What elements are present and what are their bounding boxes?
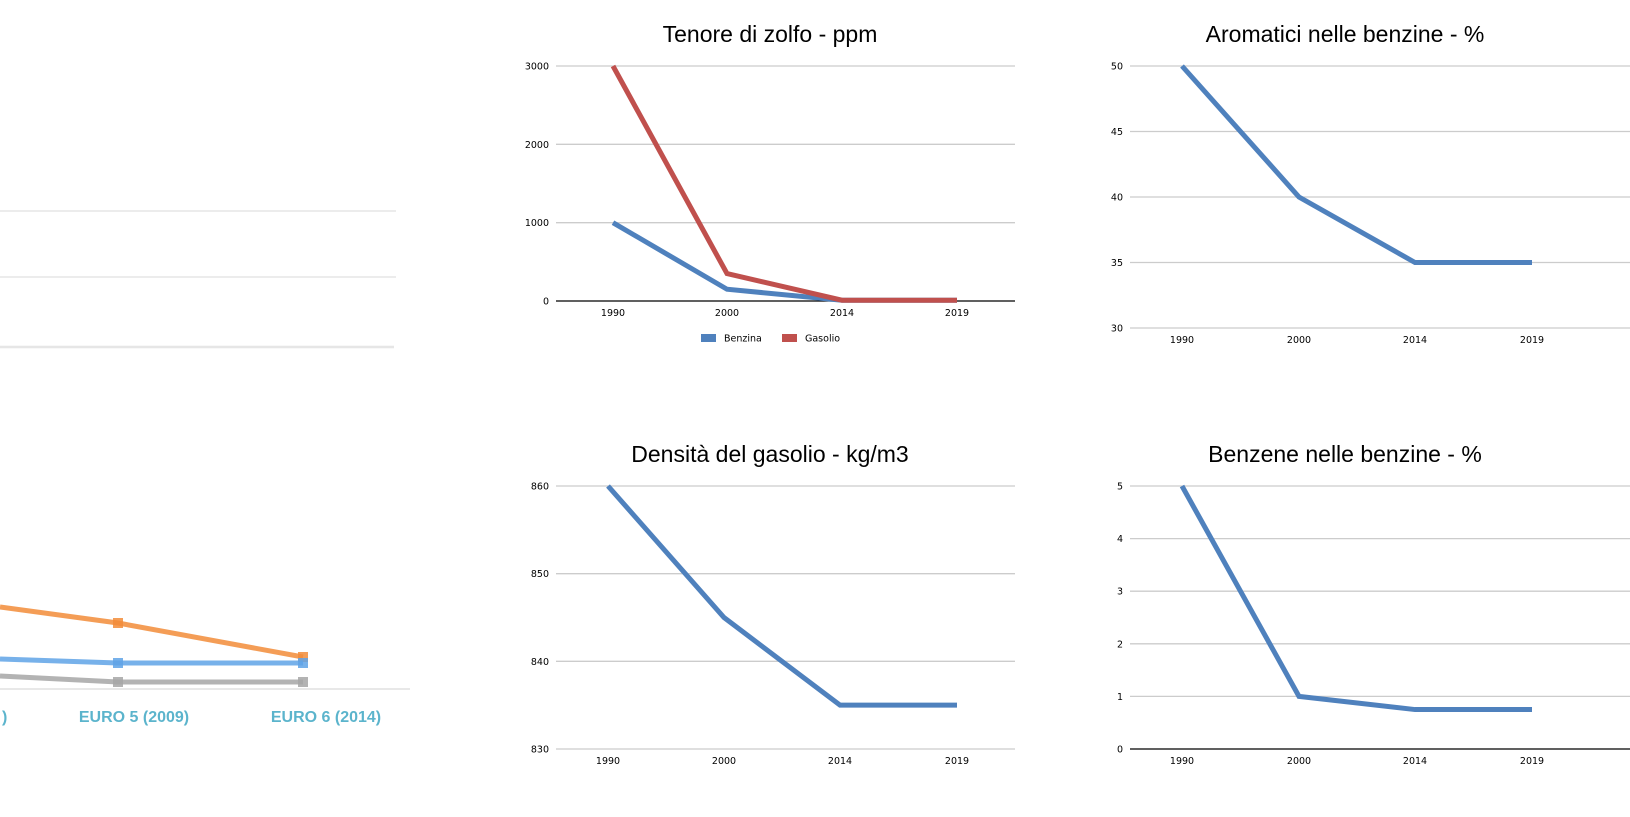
x-tick-label: 2019	[945, 756, 969, 767]
x-tick-label: 2019	[1520, 335, 1544, 346]
sulfur-content-chart: Tenore di zolfo - ppm 0 1000 2000 3000 1990 20…	[525, 21, 1015, 345]
x-tick-label: 2014	[830, 308, 854, 319]
cropped-series-line	[0, 604, 304, 660]
x-tick-label: 1990	[1170, 756, 1194, 767]
benzene-chart: Benzene nelle benzine - % 0 1 2 3 4 5 1990 2000 2…	[1117, 441, 1630, 767]
legend-swatch	[782, 334, 797, 342]
chart-title: Tenore di zolfo - ppm	[663, 21, 878, 47]
x-tick-label: 1990	[1170, 335, 1194, 346]
y-tick-label: 45	[1111, 127, 1123, 138]
chart-title: Benzene nelle benzine - %	[1208, 441, 1482, 467]
series-marker	[113, 658, 123, 668]
cropped-series-line	[0, 673, 303, 685]
x-tick-label: 2019	[945, 308, 969, 319]
series-line	[1180, 64, 1532, 265]
x-tick-label: 2019	[1520, 756, 1544, 767]
aromatics-chart: Aromatici nelle benzine - % 30 35 40 45 50 199…	[1111, 21, 1630, 346]
x-tick-label: 2000	[1287, 756, 1311, 767]
y-tick-label: 840	[531, 657, 549, 668]
y-tick-label: 0	[543, 297, 549, 308]
series-line	[1179, 484, 1532, 713]
chart-title: Aromatici nelle benzine - %	[1206, 21, 1485, 47]
series-marker	[298, 652, 308, 662]
y-tick-label: 40	[1111, 193, 1123, 204]
x-tick-label: 2000	[1287, 335, 1311, 346]
legend-label: Gasolio	[805, 334, 840, 345]
legend-label: Benzina	[724, 334, 762, 345]
series-line	[606, 484, 957, 708]
y-tick-label: 850	[531, 569, 549, 580]
y-tick-label: 5	[1117, 482, 1123, 493]
x-tick-label: )	[2, 709, 7, 726]
series-marker	[298, 677, 308, 687]
y-tick-label: 30	[1111, 324, 1123, 335]
legend-swatch	[701, 334, 716, 342]
x-tick-label: 2000	[712, 756, 736, 767]
x-tick-label: 1990	[601, 308, 625, 319]
y-tick-label: 2	[1117, 639, 1123, 650]
chart-title: Densità del gasolio - kg/m3	[631, 441, 908, 467]
x-tick-label: EURO 6 (2014)	[271, 709, 381, 726]
y-tick-label: 2000	[525, 140, 549, 151]
x-tick-label: 2014	[1403, 756, 1427, 767]
y-tick-label: 50	[1111, 62, 1123, 73]
y-tick-label: 3000	[525, 62, 549, 73]
y-tick-label: 0	[1117, 745, 1123, 756]
diesel-density-chart: Densità del gasolio - kg/m3 830 840 850 860 1…	[531, 441, 1015, 767]
x-tick-label: 1990	[596, 756, 620, 767]
y-tick-label: 4	[1117, 534, 1123, 545]
x-tick-label: 2014	[828, 756, 852, 767]
series-marker	[298, 658, 308, 668]
x-tick-label: 2000	[715, 308, 739, 319]
series-marker	[113, 677, 123, 687]
y-tick-label: 830	[531, 745, 549, 756]
series-line-gasolio	[610, 64, 957, 303]
y-tick-label: 1000	[525, 218, 549, 229]
series-marker	[113, 618, 123, 628]
cropped-euro-chart: ) EURO 5 (2009) EURO 6 (2014)	[0, 210, 410, 726]
x-tick-label: EURO 5 (2009)	[79, 709, 189, 726]
y-tick-label: 35	[1111, 258, 1123, 269]
cropped-series-line	[0, 656, 303, 666]
x-tick-label: 2014	[1403, 335, 1427, 346]
y-tick-label: 1	[1117, 692, 1123, 703]
y-tick-label: 3	[1117, 587, 1123, 598]
y-tick-label: 860	[531, 482, 549, 493]
